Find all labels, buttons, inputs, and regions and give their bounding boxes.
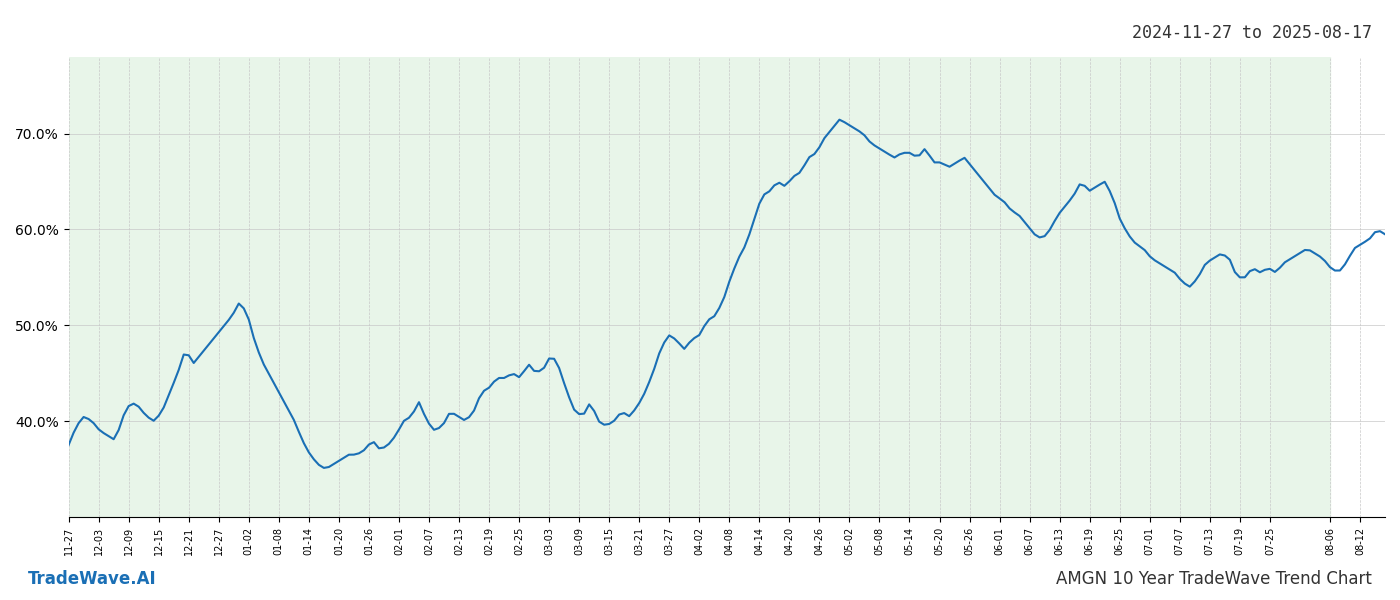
Text: TradeWave.AI: TradeWave.AI: [28, 570, 157, 588]
Text: 2024-11-27 to 2025-08-17: 2024-11-27 to 2025-08-17: [1133, 24, 1372, 42]
Text: AMGN 10 Year TradeWave Trend Chart: AMGN 10 Year TradeWave Trend Chart: [1056, 570, 1372, 588]
